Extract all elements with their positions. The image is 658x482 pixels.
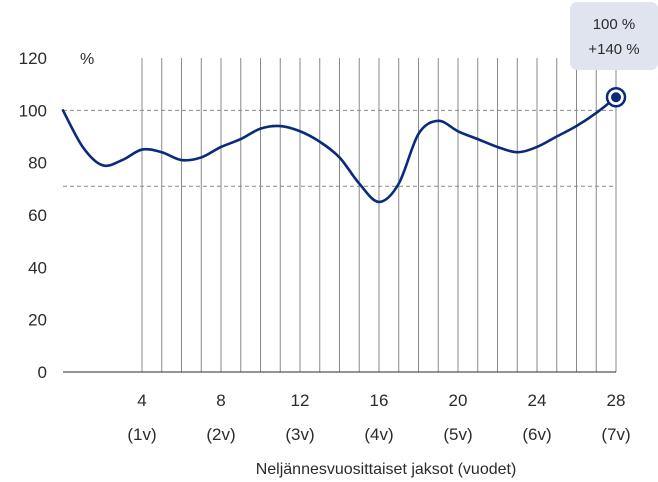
callout-value: 100 % xyxy=(593,16,636,33)
series-layer xyxy=(63,88,625,202)
x-tick-sublabel: (5v) xyxy=(443,425,472,444)
y-tick-label: 60 xyxy=(28,206,47,225)
x-tick-sublabel: (3v) xyxy=(285,425,314,444)
callout: 100 % +140 % xyxy=(570,2,658,70)
x-tick-label: 20 xyxy=(449,391,468,410)
y-axis-ticks: 0 20 40 60 80 100 120 xyxy=(19,49,47,382)
x-tick-label: 8 xyxy=(216,391,225,410)
x-tick-sublabel: (1v) xyxy=(127,425,156,444)
x-tick-label: 4 xyxy=(137,391,146,410)
y-unit-label: % xyxy=(80,51,94,68)
x-tick-sublabel: (7v) xyxy=(601,425,630,444)
end-point-marker xyxy=(611,92,621,102)
x-tick-sublabel: (6v) xyxy=(522,425,551,444)
x-tick-sublabel: (4v) xyxy=(364,425,393,444)
callout-change: +140 % xyxy=(588,41,639,58)
x-tick-label: 16 xyxy=(370,391,389,410)
y-tick-label: 0 xyxy=(38,363,47,382)
callout-box xyxy=(570,2,658,70)
y-tick-label: 120 xyxy=(19,49,47,68)
x-tick-sublabel: (2v) xyxy=(206,425,235,444)
x-tick-label: 24 xyxy=(528,391,547,410)
x-axis-ticks: 4 (1v) 8 (2v) 12 (3v) 16 (4v) 20 (5v) 24 (6v) 28 (7v) xyxy=(127,391,630,444)
y-tick-label: 100 xyxy=(19,101,47,120)
y-tick-label: 80 xyxy=(28,154,47,173)
x-tick-label: 28 xyxy=(607,391,626,410)
y-tick-label: 20 xyxy=(28,311,47,330)
x-tick-label: 12 xyxy=(291,391,310,410)
vertical-gridlines xyxy=(142,58,616,372)
y-tick-label: 40 xyxy=(28,258,47,277)
x-axis-title: Neljännesvuosittaiset jaksot (vuodet) xyxy=(256,461,517,478)
